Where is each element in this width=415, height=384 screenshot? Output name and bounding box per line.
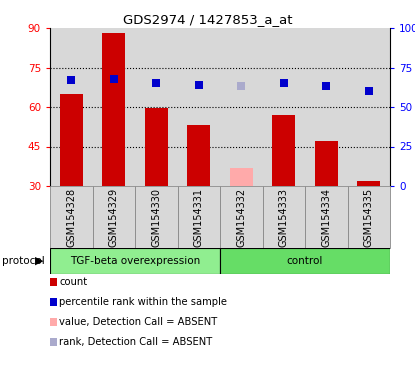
- Bar: [347, 186, 390, 248]
- Bar: [357, 181, 381, 186]
- Bar: [144, 108, 168, 186]
- Bar: [135, 186, 178, 248]
- Text: GSM154330: GSM154330: [151, 188, 161, 247]
- Bar: [60, 94, 83, 186]
- Text: GSM154334: GSM154334: [321, 188, 331, 247]
- Bar: [220, 186, 263, 248]
- Bar: [178, 186, 220, 248]
- Bar: [263, 186, 305, 248]
- Text: percentile rank within the sample: percentile rank within the sample: [59, 297, 227, 307]
- Text: GDS2974 / 1427853_a_at: GDS2974 / 1427853_a_at: [123, 13, 292, 26]
- Text: count: count: [59, 277, 88, 287]
- Bar: [272, 115, 295, 186]
- Text: value, Detection Call = ABSENT: value, Detection Call = ABSENT: [59, 317, 217, 327]
- Text: GSM154328: GSM154328: [66, 188, 76, 247]
- Text: rank, Detection Call = ABSENT: rank, Detection Call = ABSENT: [59, 337, 212, 347]
- Bar: [50, 248, 220, 274]
- Text: GSM154329: GSM154329: [109, 188, 119, 247]
- Bar: [305, 186, 347, 248]
- Bar: [50, 186, 93, 248]
- Text: GSM154331: GSM154331: [194, 188, 204, 247]
- Bar: [187, 126, 210, 186]
- Bar: [220, 248, 390, 274]
- Text: protocol: protocol: [2, 256, 45, 266]
- Bar: [102, 33, 125, 186]
- Text: ▶: ▶: [35, 256, 44, 266]
- Text: GSM154333: GSM154333: [279, 188, 289, 247]
- Bar: [315, 141, 338, 186]
- Text: control: control: [287, 256, 323, 266]
- Bar: [93, 186, 135, 248]
- Text: GSM154335: GSM154335: [364, 188, 374, 247]
- Text: GSM154332: GSM154332: [236, 188, 246, 247]
- Bar: [229, 167, 253, 186]
- Text: TGF-beta overexpression: TGF-beta overexpression: [70, 256, 200, 266]
